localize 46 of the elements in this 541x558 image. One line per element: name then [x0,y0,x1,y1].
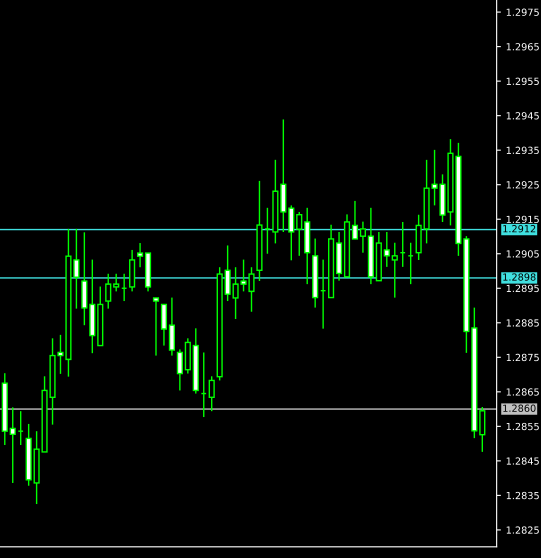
candlestick [320,258,326,330]
candlestick [26,423,32,486]
y-tick-label: 1.2915 [506,216,539,224]
candlestick [368,207,374,285]
candlestick [200,352,207,418]
candlestick [49,338,56,426]
candlestick [400,221,406,268]
candlestick [360,220,366,254]
y-tick-label: 1.2945 [506,112,539,120]
candlestick [57,334,64,375]
y-tick-label: 1.2835 [506,492,539,500]
y-tick-label: 1.2965 [506,43,539,50]
y-tick-label: 1.2905 [506,250,539,258]
candlestick [18,410,24,446]
ref-line-label: 1.2860 [503,404,536,412]
candlestick [65,228,72,378]
candlestick [121,273,128,302]
y-tick-label: 1.2855 [506,422,539,430]
candlestick [264,207,271,254]
candlestick [136,242,144,268]
candlestick [312,238,318,308]
y-tick-label: 1.2935 [506,146,539,154]
y-tick-label: 1.2975 [506,8,539,16]
y-tick-label: 1.2875 [506,354,539,362]
y-tick-label: 1.2865 [506,388,539,396]
candlestick [431,149,438,206]
candlestick [272,159,278,244]
candlestick [34,430,40,505]
candlestick [416,214,422,261]
candlestick [232,266,239,320]
candlestick [408,242,414,285]
candlestick [73,228,80,310]
candlestick [447,138,454,226]
y-tick-label: 1.2825 [506,526,539,534]
candlestick [256,180,263,282]
y-tick-label: 1.2885 [506,319,539,327]
candlestick [455,142,462,257]
y-tick-label: 1.2845 [506,457,539,465]
candlestick [224,244,231,302]
y-tick-label: 1.2955 [506,78,539,85]
ref-line-label: 1.2912 [503,225,536,232]
candlestick [129,249,136,292]
ref-line-label: 1.2898 [503,273,536,281]
y-tick-label: 1.2925 [506,181,539,189]
candlestick [424,159,430,244]
y-tick-label: 1.2895 [506,284,539,292]
